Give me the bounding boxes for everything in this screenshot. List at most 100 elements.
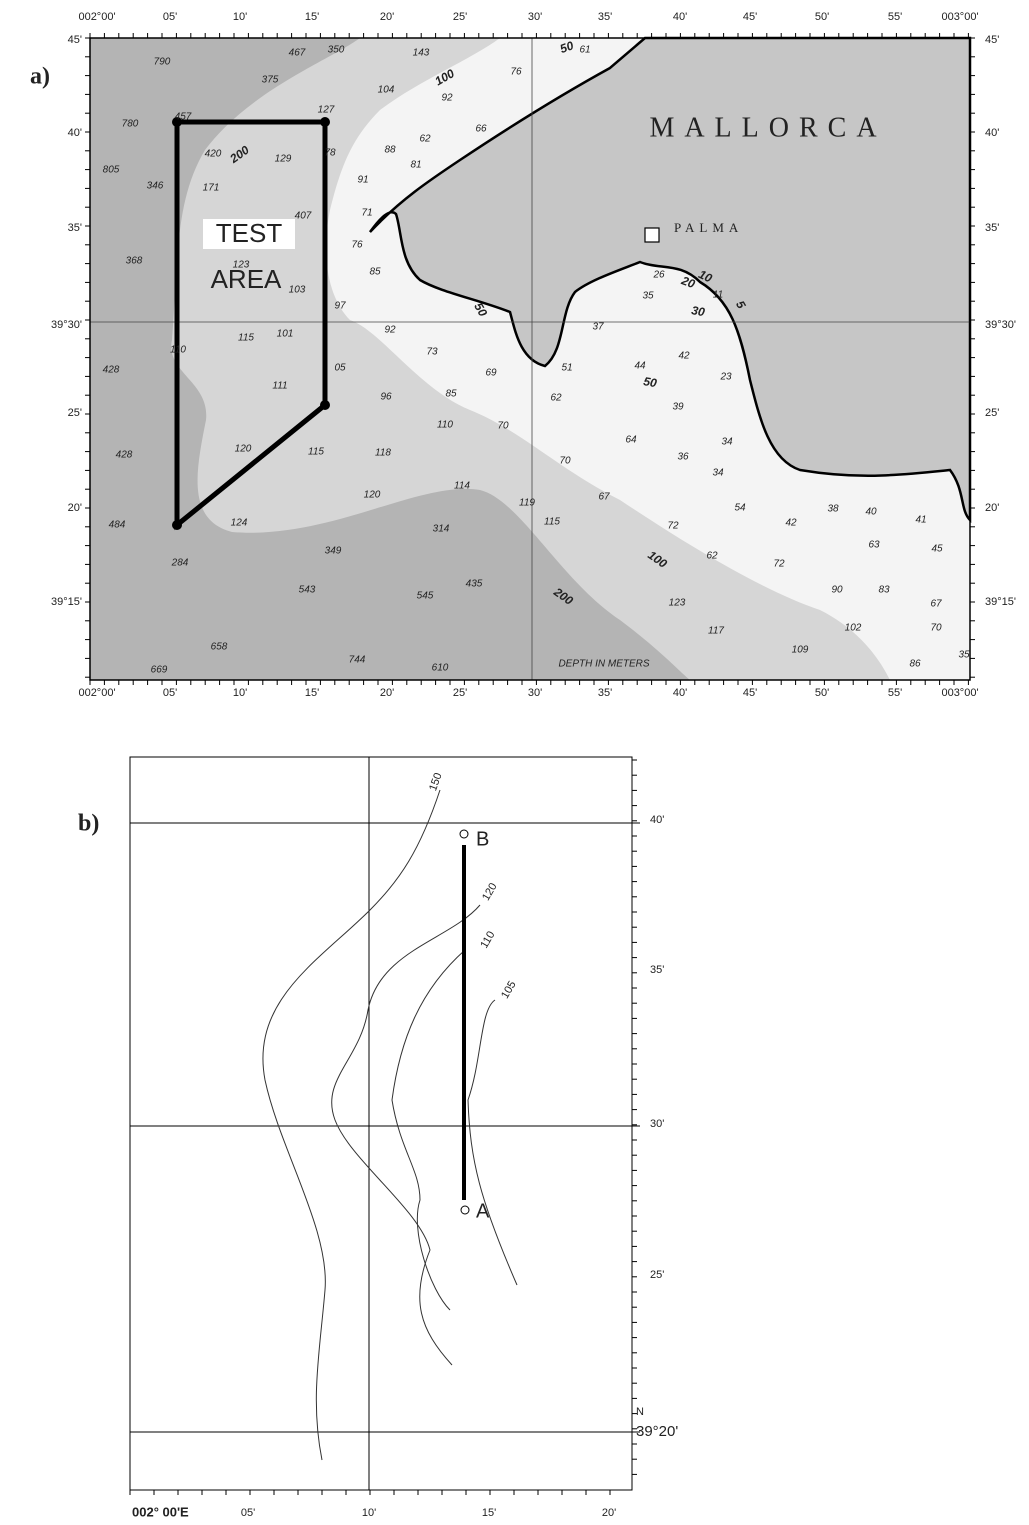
- bottom-tick-label: 45': [743, 687, 757, 699]
- sounding: 110: [437, 420, 453, 431]
- sounding: 115: [308, 447, 324, 458]
- sounding: 669: [151, 665, 168, 676]
- sounding: 67: [598, 492, 610, 503]
- sounding: 111: [272, 381, 287, 392]
- sounding: 119: [519, 498, 535, 509]
- contour-110: [392, 950, 465, 1310]
- sounding: 744: [349, 655, 366, 666]
- left-tick-label: 39°30': [51, 319, 82, 331]
- sounding: 62: [419, 134, 431, 145]
- sounding: 05: [334, 363, 346, 374]
- sounding: 484: [109, 520, 126, 531]
- corner: [172, 520, 182, 530]
- top-tick-label: 003°00': [941, 11, 978, 23]
- bottom-tick-label: 15': [305, 687, 319, 699]
- sounding: 11: [713, 290, 723, 301]
- sounding: 42: [785, 518, 797, 529]
- top-tick-label: 40': [673, 11, 687, 23]
- sounding: 41: [915, 515, 926, 526]
- right-tick-label: 35': [650, 964, 664, 976]
- sounding: 171: [203, 183, 220, 194]
- bottom-tick-label: 35': [598, 687, 612, 699]
- map-frame: [130, 757, 632, 1490]
- contour-label: 105: [499, 979, 519, 1001]
- bottom-tick-label: 10': [233, 687, 247, 699]
- top-tick-label: 10': [233, 11, 247, 23]
- right-tick-label: 35': [985, 222, 999, 234]
- right-tick-label: 45': [985, 34, 999, 46]
- sounding: 92: [441, 93, 453, 104]
- sounding: 67: [930, 599, 942, 610]
- bottom-tick-label: 05': [163, 687, 177, 699]
- bottom-tick-label: 30': [528, 687, 542, 699]
- left-tick-label: 20': [68, 502, 82, 514]
- sounding: 91: [357, 175, 368, 186]
- top-tick-label: 05': [163, 11, 177, 23]
- bottom-tick-label: 25': [453, 687, 467, 699]
- sounding: 70: [559, 456, 571, 467]
- sounding: 109: [792, 645, 809, 656]
- sounding: 102: [845, 623, 862, 634]
- sounding: 545: [417, 591, 434, 602]
- contour-120: [332, 905, 480, 1365]
- sounding: 83: [878, 585, 890, 596]
- sounding: 118: [375, 448, 391, 459]
- corner: [320, 117, 330, 127]
- sounding: 35: [642, 291, 654, 302]
- bottom-tick-label: 20': [380, 687, 394, 699]
- map-b: b) A B N 39°20': [78, 757, 678, 1490]
- sounding: 81: [410, 160, 421, 171]
- sounding: 610: [432, 663, 449, 674]
- palma-marker: [645, 228, 659, 242]
- top-tick-label: 15': [305, 11, 319, 23]
- legend: DEPTH IN METERS: [558, 659, 649, 670]
- sounding: 73: [426, 347, 438, 358]
- sounding: 40: [865, 507, 877, 518]
- panel-label: b): [78, 811, 99, 837]
- point-a: [461, 1206, 469, 1214]
- right-tick-label: 30': [650, 1118, 664, 1130]
- contour-150: [263, 790, 440, 1460]
- bottom-tick-label: 20': [602, 1507, 616, 1519]
- sounding: 26: [652, 270, 665, 281]
- sounding: 34: [721, 437, 733, 448]
- sounding: 314: [433, 524, 450, 535]
- sounding: 129: [275, 154, 292, 165]
- sounding: 101: [277, 329, 294, 340]
- sounding: 38: [827, 504, 839, 515]
- sounding: 124: [231, 518, 248, 529]
- sounding: 805: [103, 165, 120, 176]
- island-name: MALLORCA: [649, 112, 886, 143]
- sounding: 120: [364, 490, 381, 501]
- top-tick-label: 55': [888, 11, 902, 23]
- sounding: 123: [669, 598, 686, 609]
- sounding: 85: [369, 267, 381, 278]
- sounding: 69: [485, 368, 497, 379]
- sounding: 435: [466, 579, 483, 590]
- test-label: TEST: [216, 218, 283, 248]
- sounding: 61: [579, 45, 590, 56]
- point-label: B: [476, 828, 489, 850]
- sounding: 143: [413, 48, 430, 59]
- sounding: 62: [706, 551, 718, 562]
- right-tick-label: 25': [985, 407, 999, 419]
- sounding: 790: [154, 57, 171, 68]
- sounding: 72: [667, 521, 679, 532]
- bottom-tick-label: 15': [482, 1507, 496, 1519]
- sounding: 658: [211, 642, 228, 653]
- sounding: 96: [380, 392, 392, 403]
- contour-label: 150: [427, 771, 445, 792]
- sounding: 44: [634, 361, 646, 372]
- contour-label: 50: [642, 374, 658, 390]
- sounding: 346: [147, 181, 164, 192]
- sounding: 103: [289, 285, 306, 296]
- sounding: 63: [868, 540, 880, 551]
- sounding: 62: [550, 393, 562, 404]
- sounding: 368: [126, 256, 143, 267]
- bottom-tick-label: 50': [815, 687, 829, 699]
- bottom-tick-label: 10': [362, 1507, 376, 1519]
- sounding: 70: [930, 623, 942, 634]
- sounding: 375: [262, 75, 279, 86]
- sounding: 85: [445, 389, 457, 400]
- point-b: [460, 830, 468, 838]
